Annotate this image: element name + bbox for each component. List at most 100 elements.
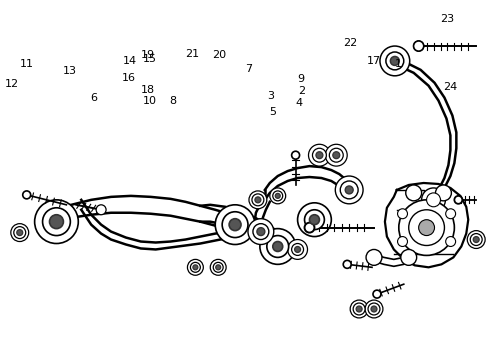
Circle shape bbox=[309, 215, 319, 225]
Text: 10: 10 bbox=[142, 96, 157, 105]
Text: 1: 1 bbox=[394, 59, 402, 69]
Circle shape bbox=[213, 262, 223, 272]
Circle shape bbox=[421, 188, 445, 212]
Circle shape bbox=[398, 200, 453, 255]
Circle shape bbox=[304, 223, 314, 233]
Circle shape bbox=[272, 191, 282, 201]
Circle shape bbox=[210, 260, 225, 275]
Circle shape bbox=[397, 209, 407, 219]
Circle shape bbox=[269, 188, 285, 204]
Text: 24: 24 bbox=[442, 82, 457, 92]
Circle shape bbox=[35, 200, 78, 243]
Circle shape bbox=[215, 205, 254, 244]
Text: 16: 16 bbox=[122, 73, 136, 83]
Circle shape bbox=[325, 144, 346, 166]
Circle shape bbox=[17, 230, 22, 235]
Circle shape bbox=[355, 306, 361, 312]
Circle shape bbox=[256, 228, 264, 235]
Circle shape bbox=[367, 303, 379, 315]
Circle shape bbox=[266, 235, 288, 257]
Circle shape bbox=[251, 194, 264, 206]
Circle shape bbox=[187, 260, 203, 275]
Circle shape bbox=[190, 262, 200, 272]
Text: 18: 18 bbox=[141, 85, 155, 95]
Text: 21: 21 bbox=[185, 49, 199, 59]
Circle shape bbox=[215, 265, 220, 270]
Circle shape bbox=[297, 203, 331, 237]
Text: 8: 8 bbox=[169, 96, 176, 105]
Circle shape bbox=[467, 231, 484, 248]
Text: 5: 5 bbox=[269, 107, 276, 117]
Text: 19: 19 bbox=[141, 50, 155, 60]
Circle shape bbox=[426, 193, 440, 207]
Text: 9: 9 bbox=[296, 74, 304, 84]
Text: 11: 11 bbox=[20, 59, 34, 69]
Circle shape bbox=[254, 197, 260, 203]
Text: 12: 12 bbox=[5, 79, 19, 89]
Text: 4: 4 bbox=[294, 98, 302, 108]
Circle shape bbox=[352, 303, 365, 315]
Circle shape bbox=[49, 215, 63, 229]
Circle shape bbox=[413, 41, 423, 51]
Text: 6: 6 bbox=[90, 93, 98, 103]
Circle shape bbox=[275, 193, 280, 198]
Text: 22: 22 bbox=[343, 38, 357, 48]
Circle shape bbox=[304, 210, 324, 230]
Circle shape bbox=[345, 186, 352, 194]
Circle shape bbox=[408, 210, 444, 246]
Circle shape bbox=[400, 249, 416, 265]
Circle shape bbox=[370, 306, 376, 312]
Circle shape bbox=[349, 300, 367, 318]
Circle shape bbox=[315, 152, 322, 159]
Circle shape bbox=[229, 219, 241, 231]
Circle shape bbox=[248, 191, 266, 209]
Circle shape bbox=[397, 237, 407, 247]
Circle shape bbox=[413, 41, 423, 51]
Circle shape bbox=[291, 243, 303, 255]
Circle shape bbox=[418, 220, 434, 235]
Circle shape bbox=[294, 247, 300, 252]
Text: 20: 20 bbox=[212, 50, 226, 60]
Circle shape bbox=[389, 57, 399, 66]
Circle shape bbox=[472, 237, 478, 243]
Circle shape bbox=[385, 52, 403, 70]
Circle shape bbox=[445, 237, 455, 247]
Circle shape bbox=[343, 260, 350, 268]
Circle shape bbox=[445, 209, 455, 219]
Circle shape bbox=[469, 234, 481, 246]
Circle shape bbox=[96, 205, 106, 215]
Circle shape bbox=[453, 196, 461, 204]
Circle shape bbox=[435, 185, 450, 201]
Circle shape bbox=[365, 300, 382, 318]
Circle shape bbox=[328, 148, 343, 162]
Text: 2: 2 bbox=[297, 86, 305, 96]
Circle shape bbox=[14, 227, 26, 239]
Circle shape bbox=[332, 152, 339, 159]
Circle shape bbox=[405, 185, 421, 201]
Circle shape bbox=[312, 148, 325, 162]
Circle shape bbox=[379, 46, 409, 76]
Circle shape bbox=[259, 229, 295, 264]
Circle shape bbox=[247, 219, 273, 244]
Text: 7: 7 bbox=[245, 64, 252, 74]
Text: 15: 15 bbox=[142, 54, 157, 64]
Circle shape bbox=[335, 176, 362, 204]
Circle shape bbox=[287, 239, 307, 260]
Circle shape bbox=[366, 249, 381, 265]
Circle shape bbox=[308, 144, 330, 166]
Text: 17: 17 bbox=[366, 56, 380, 66]
Circle shape bbox=[22, 191, 31, 199]
Text: 13: 13 bbox=[62, 66, 76, 76]
Text: 14: 14 bbox=[122, 56, 137, 66]
Circle shape bbox=[372, 290, 380, 298]
Text: 23: 23 bbox=[440, 14, 453, 24]
Text: 3: 3 bbox=[267, 91, 274, 101]
Circle shape bbox=[192, 265, 198, 270]
Circle shape bbox=[252, 224, 268, 239]
Circle shape bbox=[340, 181, 357, 199]
Circle shape bbox=[272, 242, 282, 251]
Circle shape bbox=[291, 151, 299, 159]
Circle shape bbox=[42, 208, 70, 235]
Circle shape bbox=[222, 212, 247, 238]
Circle shape bbox=[11, 224, 29, 242]
